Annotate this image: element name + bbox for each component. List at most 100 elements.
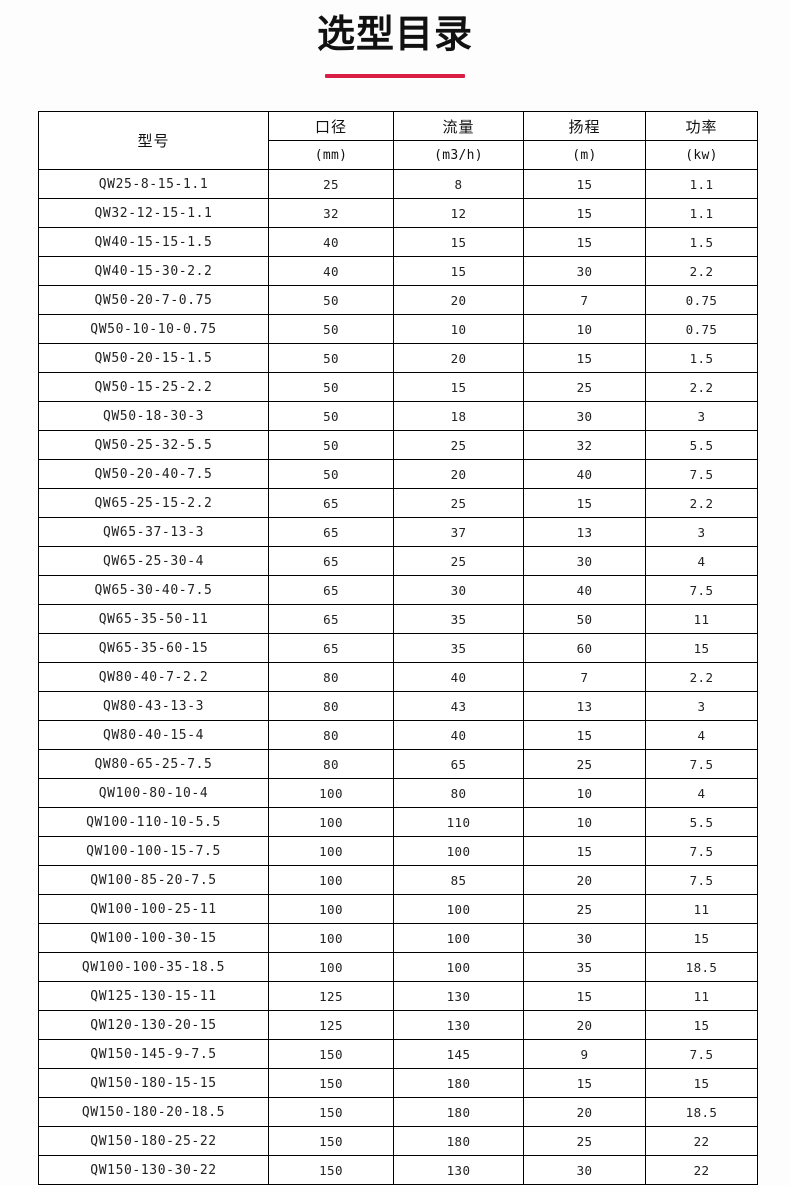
table-row: QW65-37-13-3 65 37 13 3 [38,517,758,547]
table-row: QW150-180-15-15 150 180 15 15 [38,1068,758,1098]
cell-model: QW80-65-25-7.5 [38,749,269,779]
cell-power: 15 [645,923,758,953]
table-row: QW50-15-25-2.2 50 15 25 2.2 [38,372,758,402]
cell-head: 15 [523,198,646,228]
cell-flow: 130 [393,1010,524,1040]
cell-model: QW100-100-15-7.5 [38,836,269,866]
cell-flow: 37 [393,517,524,547]
cell-bore: 80 [268,749,394,779]
cell-power: 1.5 [645,343,758,373]
cell-flow: 180 [393,1126,524,1156]
cell-power: 1.1 [645,198,758,228]
cell-model: QW65-30-40-7.5 [38,575,269,605]
column-header-head: 扬程 [523,111,646,141]
cell-power: 0.75 [645,285,758,315]
cell-power: 7.5 [645,1039,758,1069]
cell-bore: 80 [268,720,394,750]
cell-head: 15 [523,981,646,1011]
cell-power: 1.1 [645,169,758,199]
cell-model: QW150-145-9-7.5 [38,1039,269,1069]
table-row: QW100-100-25-11 100 100 25 11 [38,894,758,924]
cell-model: QW100-100-35-18.5 [38,952,269,982]
cell-flow: 30 [393,575,524,605]
cell-power: 22 [645,1155,758,1185]
cell-flow: 85 [393,865,524,895]
column-unit-head: (m) [523,140,646,170]
cell-model: QW65-25-30-4 [38,546,269,576]
table-row: QW50-18-30-3 50 18 30 3 [38,401,758,431]
cell-head: 25 [523,894,646,924]
cell-power: 11 [645,894,758,924]
table-row: QW65-30-40-7.5 65 30 40 7.5 [38,575,758,605]
cell-bore: 125 [268,981,394,1011]
cell-power: 2.2 [645,488,758,518]
cell-head: 30 [523,923,646,953]
column-header-flow: 流量 [393,111,524,141]
cell-head: 7 [523,662,646,692]
table-row: QW80-40-7-2.2 80 40 7 2.2 [38,662,758,692]
column-header-bore: 口径 [268,111,394,141]
cell-head: 10 [523,314,646,344]
column-header-model: 型号 [38,111,269,170]
cell-head: 30 [523,401,646,431]
cell-head: 15 [523,343,646,373]
cell-model: QW150-180-25-22 [38,1126,269,1156]
table-row: QW100-85-20-7.5 100 85 20 7.5 [38,865,758,895]
cell-power: 3 [645,401,758,431]
cell-bore: 65 [268,546,394,576]
cell-power: 7.5 [645,836,758,866]
cell-model: QW65-35-50-11 [38,604,269,634]
cell-bore: 25 [268,169,394,199]
title-accent-rule [325,74,465,78]
cell-power: 3 [645,691,758,721]
cell-flow: 15 [393,372,524,402]
table-row: QW25-8-15-1.1 25 8 15 1.1 [38,169,758,199]
cell-model: QW50-20-15-1.5 [38,343,269,373]
table-row: QW100-100-30-15 100 100 30 15 [38,923,758,953]
table-row: QW50-20-40-7.5 50 20 40 7.5 [38,459,758,489]
table-row: QW65-25-15-2.2 65 25 15 2.2 [38,488,758,518]
cell-model: QW80-40-7-2.2 [38,662,269,692]
cell-power: 7.5 [645,749,758,779]
cell-bore: 100 [268,807,394,837]
cell-bore: 100 [268,952,394,982]
cell-power: 3 [645,517,758,547]
cell-flow: 18 [393,401,524,431]
cell-model: QW150-180-20-18.5 [38,1097,269,1127]
table-row: QW150-130-30-22 150 130 30 22 [38,1155,758,1185]
cell-head: 15 [523,1068,646,1098]
cell-bore: 150 [268,1039,394,1069]
cell-model: QW65-37-13-3 [38,517,269,547]
table-row: QW100-100-35-18.5 100 100 35 18.5 [38,952,758,982]
cell-power: 4 [645,720,758,750]
cell-power: 5.5 [645,807,758,837]
table-row: QW32-12-15-1.1 32 12 15 1.1 [38,198,758,228]
table-row: QW50-10-10-0.75 50 10 10 0.75 [38,314,758,344]
cell-head: 32 [523,430,646,460]
table-row: QW150-180-25-22 150 180 25 22 [38,1126,758,1156]
cell-model: QW100-100-30-15 [38,923,269,953]
spec-table-container: 型号 口径 流量 扬程 功率 (mm) (m3/h) (m) (kw) QW25… [38,111,758,1185]
cell-power: 15 [645,1010,758,1040]
column-unit-bore: (mm) [268,140,394,170]
cell-power: 2.2 [645,662,758,692]
cell-bore: 80 [268,691,394,721]
title-block: 选型目录 [0,0,790,78]
cell-model: QW40-15-15-1.5 [38,227,269,257]
table-row: QW65-35-60-15 65 35 60 15 [38,633,758,663]
table-row: QW50-20-7-0.75 50 20 7 0.75 [38,285,758,315]
cell-flow: 180 [393,1097,524,1127]
cell-bore: 150 [268,1068,394,1098]
cell-flow: 65 [393,749,524,779]
cell-bore: 150 [268,1155,394,1185]
cell-power: 15 [645,1068,758,1098]
cell-model: QW65-35-60-15 [38,633,269,663]
cell-head: 35 [523,952,646,982]
cell-bore: 100 [268,865,394,895]
spec-table: 型号 口径 流量 扬程 功率 (mm) (m3/h) (m) (kw) QW25… [38,111,758,1185]
cell-head: 15 [523,227,646,257]
cell-model: QW100-110-10-5.5 [38,807,269,837]
cell-bore: 32 [268,198,394,228]
column-header-power: 功率 [645,111,758,141]
